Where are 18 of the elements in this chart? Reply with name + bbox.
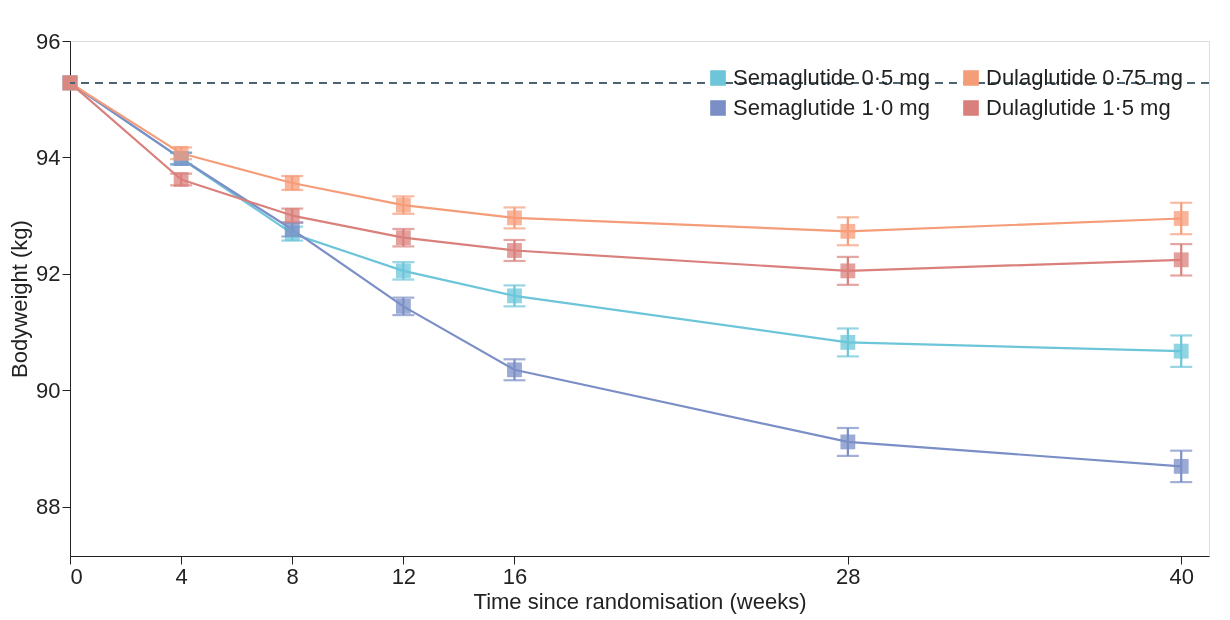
y-tick-label: 94 <box>36 144 61 170</box>
x-tick-label: 40 <box>1169 563 1194 589</box>
x-axis-title: Time since randomisation (weeks) <box>473 588 807 614</box>
x-tick-label: 0 <box>70 563 83 589</box>
y-axis-title: Bodyweight (kg) <box>7 220 33 378</box>
legend-label: Semaglutide 0·5 mg <box>733 65 930 90</box>
y-tick-label: 90 <box>36 377 61 403</box>
legend-label: Semaglutide 1·0 mg <box>733 95 930 120</box>
legend-label: Dulaglutide 1·5 mg <box>986 95 1171 120</box>
x-tick-label: 28 <box>836 563 861 589</box>
y-tick-label: 92 <box>36 261 61 287</box>
y-tick-label: 88 <box>36 494 61 520</box>
x-tick-label: 8 <box>286 563 299 589</box>
x-tick-label: 4 <box>175 563 188 589</box>
y-tick-label: 96 <box>36 28 61 54</box>
x-tick-label: 16 <box>502 563 528 589</box>
x-tick-label: 12 <box>391 563 417 589</box>
legend-label: Dulaglutide 0·75 mg <box>986 65 1183 90</box>
